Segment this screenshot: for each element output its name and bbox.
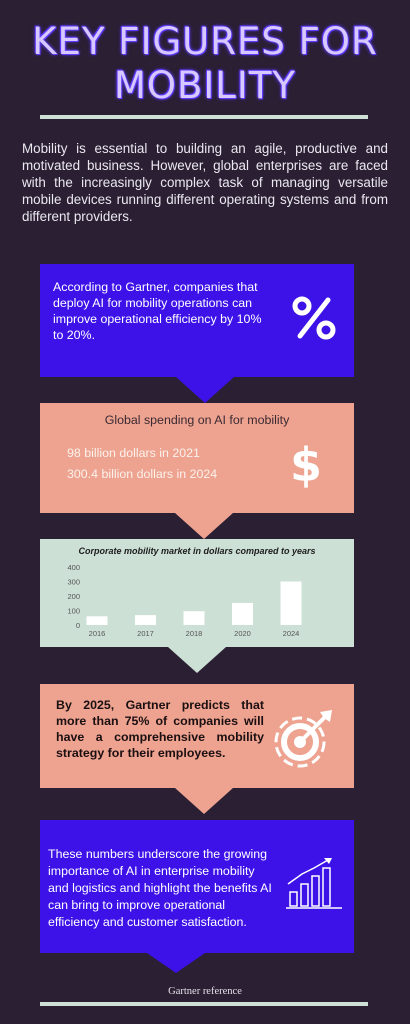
x-tick-label: 2017 [137,629,154,638]
market-chart-card: Corporate mobility market in dollars com… [40,539,354,647]
efficiency-text: According to Gartner, companies that dep… [53,280,262,342]
x-tick-label: 2020 [234,629,251,638]
summary-card: These numbers underscore the growing imp… [40,820,354,953]
intro-paragraph: Mobility is essential to building an agi… [22,141,388,224]
title-line-2: MOBILITY [113,64,297,107]
chart-bar-2018 [183,611,205,625]
market-bar-chart: 0 100 200 300 400 2016 2017 2018 2020 2024 [67,563,302,638]
chart-title: Corporate mobility market in dollars com… [78,546,316,556]
spending-2024: 300.4 billion dollars in 2024 [67,467,218,481]
target-icon [274,710,332,768]
dollar-icon: $ [289,438,322,492]
x-tick-label: 2016 [89,629,106,638]
strategy-text: By 2025, Gartner predicts that more than… [56,698,264,760]
card1-pointer [176,377,234,403]
y-tick-label: 200 [67,592,80,601]
y-tick-label: 400 [67,563,80,572]
card4-pointer [175,788,233,814]
spending-card: Global spending on AI for mobility 98 bi… [40,403,354,513]
bottom-divider [40,1002,368,1006]
y-tick-label: 0 [76,621,80,630]
title-line-1: KEY FIGURES FOR [32,20,378,63]
efficiency-card: According to Gartner, companies that dep… [40,264,354,377]
x-tick-label: 2024 [283,629,300,638]
y-tick-label: 100 [67,607,80,616]
chart-bar-2017 [135,615,156,625]
spending-heading: Global spending on AI for mobility [104,413,290,427]
x-tick-label: 2018 [186,629,203,638]
card3-pointer [168,647,226,673]
summary-text: These numbers underscore the growing imp… [48,847,272,929]
growth-chart-icon [286,858,342,909]
chart-bar-2016 [86,616,108,625]
strategy-card: By 2025, Gartner predicts that more than… [40,684,354,788]
chart-bar-2024 [280,581,302,625]
chart-bar-2020 [232,602,253,625]
y-tick-label: 300 [67,578,80,587]
top-divider [40,115,368,119]
percent-icon [292,296,336,340]
card5-pointer [147,953,205,973]
page-title: KEY FIGURES FOR MOBILITY [0,20,410,108]
reference-text: Gartner reference [168,986,242,997]
spending-2021: 98 billion dollars in 2021 [67,446,200,460]
card2-pointer [175,513,233,539]
